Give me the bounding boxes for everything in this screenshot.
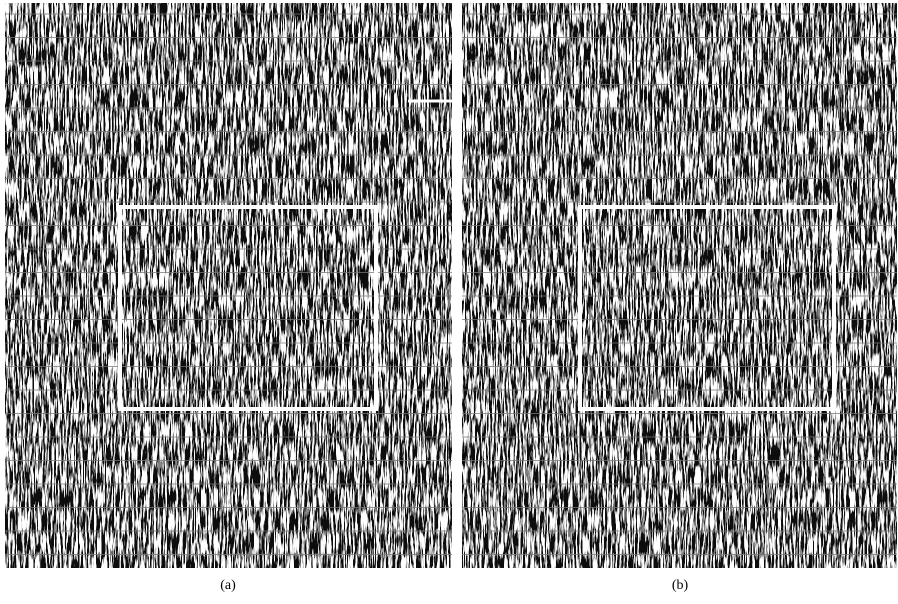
figure: (a) (b) xyxy=(0,0,898,599)
caption: (b) xyxy=(672,578,689,593)
panel-a: (a) xyxy=(5,3,452,593)
seismic-section xyxy=(462,3,897,568)
panel-b: (b) xyxy=(462,3,897,593)
seismic-section xyxy=(5,3,452,568)
page: (a) (b) (() => { const data = JSON.parse… xyxy=(0,0,898,599)
caption: (a) xyxy=(220,578,236,593)
